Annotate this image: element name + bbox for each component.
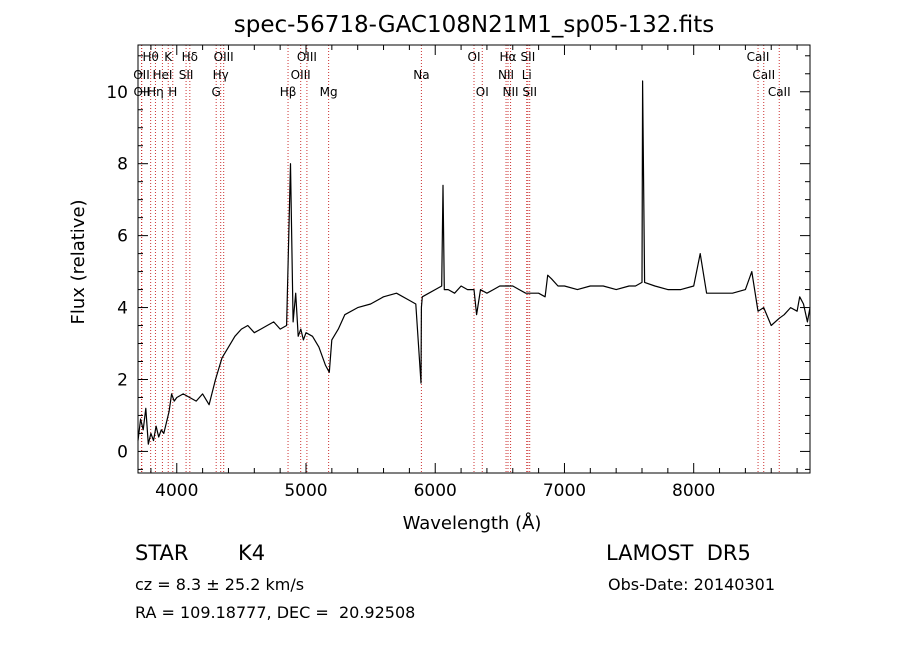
line-marker-label: SII xyxy=(179,68,194,82)
obs-date: Obs-Date: 20140301 xyxy=(608,575,776,594)
object-subclass: K4 xyxy=(238,541,266,565)
y-tick-label: 6 xyxy=(117,227,128,247)
line-marker-label: Hη xyxy=(147,85,164,99)
x-tick-label: 5000 xyxy=(284,481,327,501)
line-marker-label: Hβ xyxy=(280,85,297,99)
y-tick-label: 0 xyxy=(117,442,128,462)
line-marker-label: H xyxy=(168,85,177,99)
survey-name: LAMOST DR5 xyxy=(606,541,751,565)
y-tick-label: 2 xyxy=(117,370,128,390)
line-marker-label: SII xyxy=(521,50,536,64)
y-tick-label: 4 xyxy=(117,299,128,319)
line-marker-label: HeI xyxy=(152,68,172,82)
x-tick-label: 8000 xyxy=(672,481,715,501)
line-marker-label: OI xyxy=(468,50,481,64)
line-marker-label: NII xyxy=(503,85,519,99)
plot-frame xyxy=(137,44,811,474)
line-marker-label: Hθ xyxy=(142,50,158,64)
line-marker-label: OIII xyxy=(214,50,234,64)
redshift-readout: cz = 8.3 ± 25.2 km/s xyxy=(135,575,305,594)
line-marker-label: OIII xyxy=(297,50,317,64)
line-marker-label: OII xyxy=(133,85,150,99)
line-marker-label: OI xyxy=(476,85,489,99)
y-tick-label: 8 xyxy=(117,155,128,175)
coordinates: RA = 109.18777, DEC = 20.92508 xyxy=(135,603,416,622)
x-tick-label: 7000 xyxy=(543,481,586,501)
line-marker-label: CaII xyxy=(747,50,770,64)
line-marker-label: SII xyxy=(522,85,537,99)
line-marker-label: Hγ xyxy=(213,68,229,82)
line-marker-label: Hδ xyxy=(182,50,198,64)
line-marker-label: NII xyxy=(498,68,514,82)
x-axis-label: Wavelength (Å) xyxy=(403,512,542,534)
line-marker-label: OII xyxy=(133,68,150,82)
line-marker-label: OIII xyxy=(291,68,311,82)
line-marker-label: CaII xyxy=(768,85,791,99)
x-tick-label: 6000 xyxy=(414,481,457,501)
line-marker-label: CaII xyxy=(752,68,775,82)
line-marker-label: Hα xyxy=(500,50,517,64)
line-marker-label: K xyxy=(164,50,173,64)
x-tick-label: 4000 xyxy=(155,481,198,501)
line-marker-label: Mg xyxy=(320,85,338,99)
y-tick-label: 10 xyxy=(106,83,128,103)
object-class: STAR xyxy=(135,541,189,565)
spectrum-line xyxy=(137,80,811,445)
line-marker-label: Na xyxy=(413,68,429,82)
line-marker-label: Li xyxy=(522,68,532,82)
y-axis-label: Flux (relative) xyxy=(68,199,89,324)
line-marker-label: G xyxy=(212,85,221,99)
chart-title: spec-56718-GAC108N21M1_sp05-132.fits xyxy=(234,12,714,38)
